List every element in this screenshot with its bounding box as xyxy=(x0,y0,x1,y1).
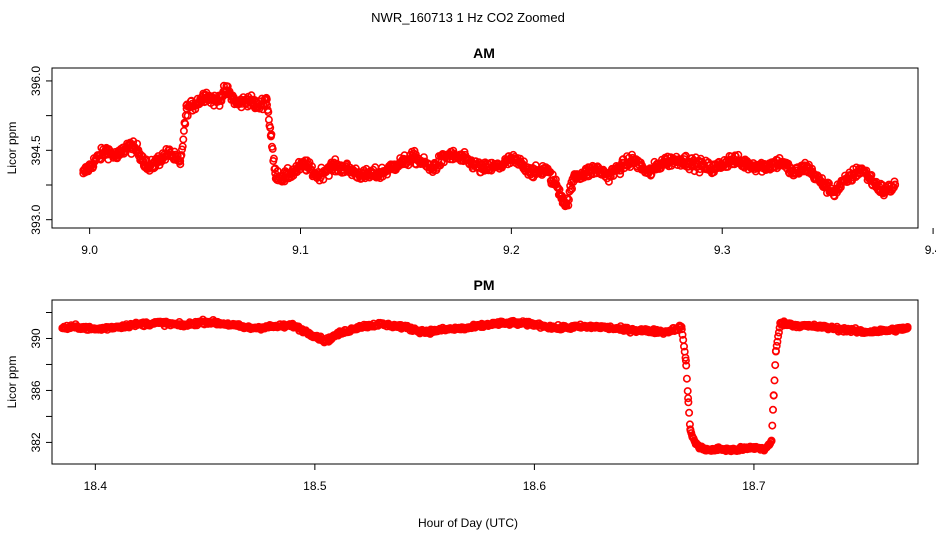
y-tick-label: 396.0 xyxy=(29,66,43,96)
x-axis-label: Hour of Day (UTC) xyxy=(418,516,518,530)
panel-pm: PM Licor ppm 18.4 18.5 18.6 18.7 382 386 390 xyxy=(5,277,919,493)
data-point xyxy=(181,120,190,129)
main-title: NWR_160713 1 Hz CO2 Zoomed xyxy=(371,10,565,25)
data-point xyxy=(774,332,783,341)
data-point xyxy=(678,330,687,339)
data-point xyxy=(768,405,777,414)
panel-pm-title: PM xyxy=(474,277,495,293)
data-point xyxy=(262,101,271,110)
x-tick-label: 9.1 xyxy=(292,243,309,257)
data-point xyxy=(268,144,277,153)
y-tick-label: 382 xyxy=(29,432,43,452)
data-point xyxy=(142,155,151,164)
data-point xyxy=(774,328,783,337)
y-tick-label: 394.5 xyxy=(29,135,43,165)
panel-pm-frame xyxy=(51,299,919,465)
data-point xyxy=(566,186,575,195)
x-tick-label: 9.2 xyxy=(503,243,520,257)
x-tick-label: 9.0 xyxy=(81,243,98,257)
data-point xyxy=(179,135,188,144)
data-point xyxy=(903,322,912,331)
data-point xyxy=(681,356,690,365)
data-point xyxy=(564,195,573,204)
data-point xyxy=(681,353,690,362)
data-point xyxy=(264,108,273,117)
panel-am: AM Licor ppm 9.09.19.29.39.4 393.0394.53… xyxy=(5,45,936,257)
panel-am-yticks: 393.0 394.5 396.0 xyxy=(29,66,52,235)
data-point xyxy=(682,374,691,383)
panel-am-xticks: 9.0 9.1 9.2 9.3 9.4 xyxy=(81,228,936,257)
x-tick-label: 9.3 xyxy=(714,243,731,257)
data-point xyxy=(267,130,276,139)
data-point xyxy=(685,408,694,417)
data-point xyxy=(183,111,192,120)
x-tick-label: 18.5 xyxy=(303,479,327,493)
data-point xyxy=(768,421,777,430)
data-point xyxy=(771,346,780,355)
data-point xyxy=(684,398,693,407)
y-tick-label: 386 xyxy=(29,380,43,400)
x-tick-label: 18.7 xyxy=(742,479,766,493)
panel-am-points xyxy=(79,81,900,211)
y-tick-label: 390 xyxy=(29,328,43,348)
data-point xyxy=(773,337,782,346)
data-point xyxy=(682,361,691,370)
data-point xyxy=(771,361,780,370)
panel-am-frame xyxy=(51,67,919,229)
data-point xyxy=(891,180,900,189)
x-tick-label: 9.4 xyxy=(925,243,936,257)
data-point xyxy=(307,162,316,171)
panel-pm-yticks: 382 386 390 xyxy=(29,311,52,452)
data-point xyxy=(324,171,333,180)
data-point xyxy=(683,387,692,396)
data-point xyxy=(269,154,278,163)
data-point xyxy=(616,170,625,179)
panel-pm-points xyxy=(58,315,912,456)
data-point xyxy=(551,175,560,184)
x-tick-label: 18.4 xyxy=(84,479,108,493)
data-point xyxy=(769,391,778,400)
panel-pm-ylabel: Licor ppm xyxy=(5,356,19,409)
data-point xyxy=(179,126,188,135)
y-tick-label: 393.0 xyxy=(29,204,43,234)
data-point xyxy=(767,436,776,445)
panel-pm-xticks: 18.4 18.5 18.6 18.7 xyxy=(84,464,766,493)
panel-am-ylabel: Licor ppm xyxy=(5,122,19,175)
data-point xyxy=(772,341,781,350)
data-point xyxy=(817,174,826,183)
data-point xyxy=(770,376,779,385)
panel-am-title: AM xyxy=(473,45,495,61)
x-tick-label: 18.6 xyxy=(523,479,547,493)
data-point xyxy=(679,342,688,351)
